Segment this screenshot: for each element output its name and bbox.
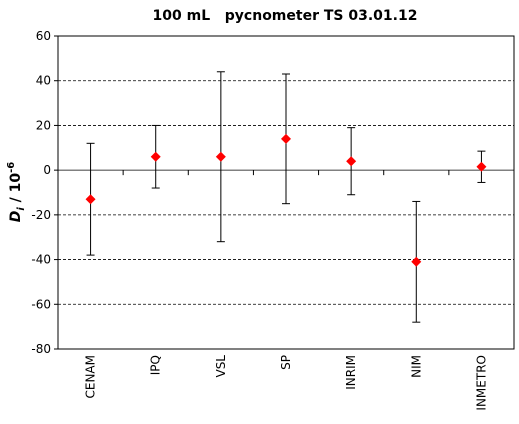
marker bbox=[476, 161, 487, 172]
chart-title: 100 mL pycnometer TS 03.01.12 bbox=[153, 8, 418, 24]
marker bbox=[215, 151, 226, 162]
plot-frame bbox=[57, 35, 515, 350]
x-tick-label: VSL bbox=[214, 355, 228, 378]
y-tick-label: -60 bbox=[31, 297, 51, 311]
marker bbox=[411, 256, 422, 267]
y-tick-label: 20 bbox=[36, 118, 51, 132]
x-tick-label: INMETRO bbox=[474, 355, 488, 411]
y-label-subscript: i bbox=[16, 207, 27, 211]
y-tick-label: 0 bbox=[43, 163, 51, 177]
marker bbox=[150, 151, 161, 162]
y-tick-label: -20 bbox=[31, 208, 51, 222]
x-tick-label: CENAM bbox=[84, 355, 98, 399]
y-axis-label: Di / 10-6 bbox=[6, 162, 27, 223]
y-tick-label: 40 bbox=[36, 74, 51, 88]
x-tick-label: NIM bbox=[409, 355, 423, 378]
x-tick-label: IPQ bbox=[149, 355, 163, 375]
y-tick-label: 60 bbox=[36, 29, 51, 43]
marker bbox=[85, 194, 96, 205]
y-label-text: / 10 bbox=[8, 173, 24, 208]
y-label-exponent: -6 bbox=[6, 162, 17, 173]
x-tick-label: SP bbox=[279, 355, 293, 370]
y-label-symbol: D bbox=[8, 211, 24, 223]
y-tick-label: -80 bbox=[31, 342, 51, 356]
y-tick-label: -40 bbox=[31, 253, 51, 267]
marker bbox=[346, 156, 357, 167]
marker bbox=[281, 133, 291, 144]
x-tick-label: INRIM bbox=[344, 355, 358, 390]
